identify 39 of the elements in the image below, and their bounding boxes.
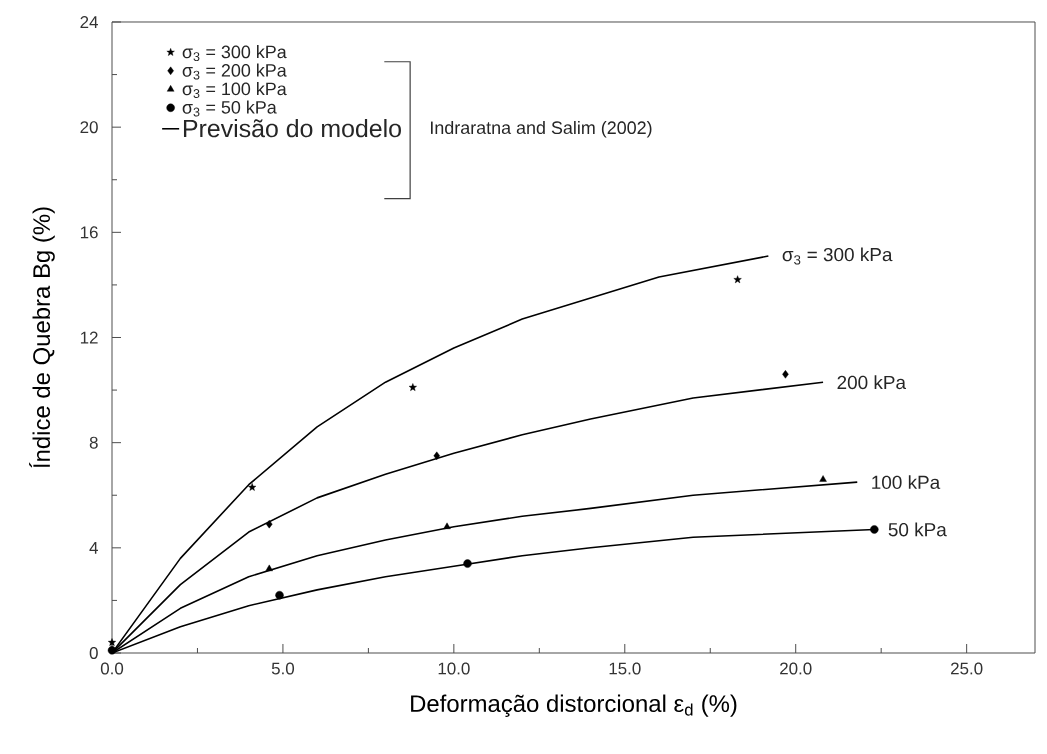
x-tick-label: 0.0 — [100, 662, 124, 675]
point — [443, 522, 451, 529]
y-tick-label: 24 — [80, 16, 98, 28]
y-tick-label: 20 — [80, 121, 98, 134]
point — [463, 559, 472, 568]
annotation: 100 kPa — [872, 475, 941, 490]
y-tick-label: 16 — [80, 226, 98, 239]
annotation: 50 kPa — [888, 522, 947, 537]
y-axis-title: Índice de Quebra Bg (%) — [29, 207, 55, 468]
point — [265, 564, 273, 572]
point — [819, 475, 827, 482]
y-tick-label: 12 — [80, 331, 98, 344]
legend-label: σ$_{3}$ = 200 kPa — [182, 63, 287, 80]
annotation: Indraratna and Salim (2002) — [431, 120, 652, 138]
point — [266, 519, 273, 529]
legend-label: σ$_{3}$ = 50 kPa — [182, 100, 277, 117]
legend-label: σ$_{3}$ = 100 kPa — [182, 82, 287, 99]
point — [107, 646, 117, 655]
y-tick-label: 8 — [89, 436, 98, 449]
x-axis-title: Deformação distorcional ε$_{d}$ (%) — [411, 694, 737, 717]
legend-label: Previsão do modelo — [183, 119, 401, 138]
point — [108, 638, 116, 646]
x-tick-label: 5.0 — [271, 662, 295, 675]
y-tick-label: 4 — [89, 542, 98, 554]
x-tick-label: 10.0 — [438, 662, 470, 675]
point — [782, 370, 789, 379]
point — [275, 590, 284, 600]
x-tick-label: 15.0 — [609, 662, 641, 675]
point — [248, 483, 257, 491]
point — [870, 525, 879, 534]
annotation: 200 kPa — [837, 375, 907, 390]
point — [733, 275, 742, 284]
y-tick-label: 0 — [89, 647, 98, 659]
annotation: σ$_{3}$ = 300 kPa — [782, 247, 893, 265]
x-tick-label: 20.0 — [780, 662, 812, 675]
point — [408, 383, 417, 391]
point — [433, 451, 440, 461]
legend-label: σ$_{3}$ = 300 kPa — [182, 45, 287, 62]
x-tick-label: 25.0 — [951, 662, 983, 675]
